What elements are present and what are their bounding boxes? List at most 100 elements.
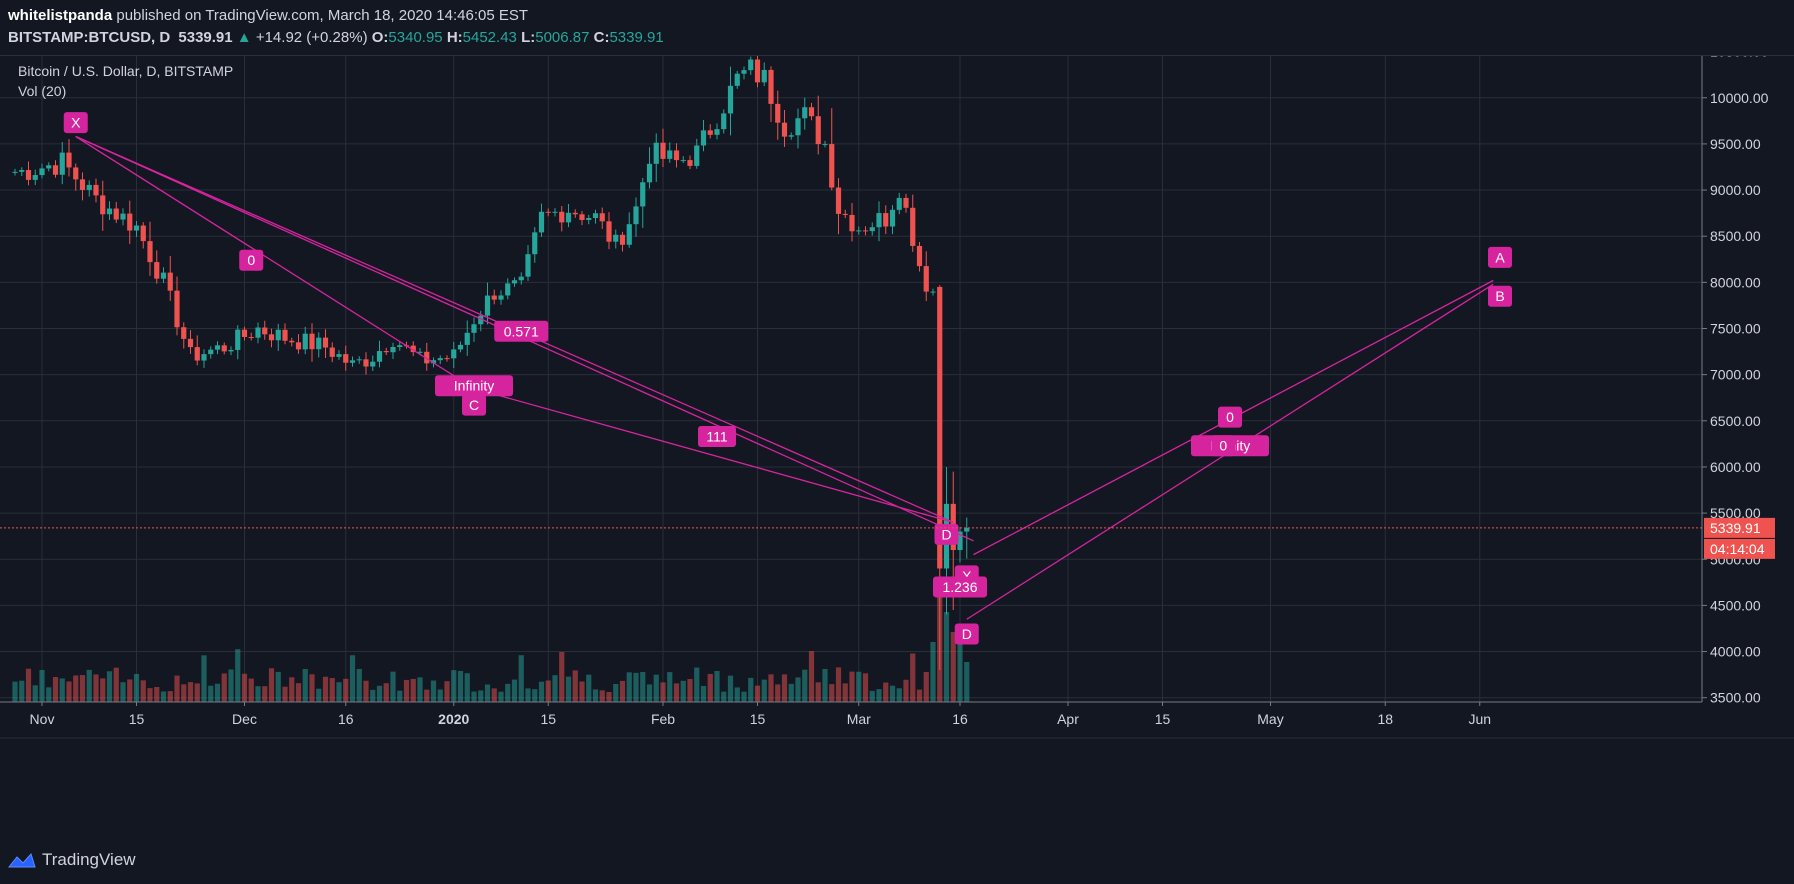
volume-bar	[208, 685, 214, 702]
price-change: +14.92 (+0.28%)	[255, 29, 368, 46]
volume-bar	[106, 671, 113, 702]
volume-bar	[127, 679, 133, 702]
volume-bar	[559, 651, 565, 702]
candle-body	[592, 213, 599, 219]
volume-bar	[437, 689, 443, 702]
volume-bar	[633, 672, 639, 702]
volume-bar	[802, 669, 808, 702]
pattern-label-box	[698, 425, 736, 447]
chart-title: Bitcoin / U.S. Dollar, D, BITSTAMP	[18, 63, 233, 79]
volume-bar	[174, 675, 180, 702]
publish-header: whitelistpanda published on TradingView.…	[0, 0, 1794, 54]
candle-body	[802, 107, 808, 119]
candle-body	[518, 276, 524, 281]
volume-bar	[221, 673, 227, 702]
volume-bar	[356, 668, 362, 702]
candle-body	[822, 144, 828, 146]
volume-bar	[120, 682, 126, 702]
pattern-label: 0	[239, 249, 264, 271]
volume-bar	[761, 679, 767, 702]
candle-body	[295, 342, 302, 350]
tradingview-footer[interactable]: TradingView	[8, 848, 136, 872]
candle-body	[343, 354, 349, 363]
volume-bar	[815, 682, 821, 702]
pattern-label-text: A	[1495, 249, 1505, 265]
candle-body	[788, 135, 794, 137]
volume-bar	[835, 667, 842, 702]
candle-body	[633, 206, 639, 225]
volume-bar	[181, 684, 187, 702]
price-tick-label: 9500.00	[1710, 136, 1761, 152]
volume-bar	[646, 684, 653, 702]
volume-bar	[545, 680, 551, 702]
candle-body	[694, 145, 700, 166]
volume-bar	[343, 678, 349, 702]
volume-bar	[457, 670, 464, 702]
open-label: O:	[371, 29, 389, 46]
volume-bar	[869, 690, 875, 702]
volume-bar	[59, 678, 65, 702]
candle-body	[289, 340, 295, 343]
price-axis-bg	[1702, 56, 1794, 842]
candle-body	[565, 212, 572, 223]
candle-body	[660, 142, 666, 159]
price-tick-label: 8500.00	[1710, 228, 1761, 244]
volume-bar	[673, 683, 680, 702]
candles	[12, 56, 970, 671]
candle-body	[613, 234, 619, 242]
candle-body	[12, 171, 18, 173]
candle-body	[734, 73, 740, 86]
time-tick-label: Mar	[847, 711, 871, 727]
candle-body	[106, 208, 113, 215]
tradingview-logo-icon	[8, 853, 36, 868]
volume-bar	[734, 687, 740, 702]
candle-body	[545, 211, 551, 213]
candle-body	[856, 230, 862, 232]
pattern-label-box	[435, 375, 513, 397]
candle-body	[174, 290, 180, 328]
volume-bar	[241, 673, 248, 702]
candle-body	[370, 361, 376, 367]
candle-body	[397, 345, 403, 347]
time-tick-label: Feb	[651, 711, 675, 727]
candle-body	[646, 163, 653, 183]
candle-body	[606, 221, 612, 242]
price-chart[interactable]: X00.571InfinityC111DX1.236D0Infinity0AB3…	[0, 56, 1794, 842]
pattern-label-text: X	[71, 115, 81, 131]
candle-body	[32, 175, 38, 180]
author-name[interactable]: whitelistpanda	[8, 7, 113, 24]
candle-body	[795, 118, 801, 136]
price-tick-label: 6500.00	[1710, 413, 1761, 429]
candle-body	[160, 272, 167, 279]
volume-bar	[606, 691, 612, 702]
volume-bar	[464, 673, 470, 702]
volume-bar	[694, 667, 700, 702]
time-tick-label: 15	[540, 711, 556, 727]
price-tick-label: 4000.00	[1710, 644, 1761, 660]
pattern-label-box	[1488, 285, 1512, 307]
pattern-label: 1.236	[933, 576, 987, 598]
volume-bar	[930, 642, 936, 702]
candle-body	[896, 197, 902, 210]
candle-body	[815, 116, 821, 145]
volume-bar	[964, 662, 970, 702]
volume-bar	[950, 632, 956, 702]
candle-body	[640, 182, 646, 207]
pattern-label: D	[954, 623, 979, 645]
candle-body	[876, 213, 882, 228]
volume-bar	[748, 677, 754, 702]
volume-bar	[788, 683, 794, 702]
volume-bar	[363, 680, 369, 702]
pattern-label-text: X	[962, 568, 972, 584]
candle-body	[25, 170, 32, 180]
volume-bar	[228, 669, 234, 702]
volume-bar	[727, 675, 734, 702]
time-tick-label: 15	[1155, 711, 1171, 727]
close-value: 5339.91	[609, 29, 664, 46]
volume-bar	[943, 612, 950, 702]
publish-line: whitelistpanda published on TradingView.…	[8, 7, 528, 24]
candle-body	[214, 345, 221, 350]
volume-bar	[19, 680, 25, 702]
volume-bar	[754, 685, 761, 702]
volume-bar	[32, 685, 38, 702]
